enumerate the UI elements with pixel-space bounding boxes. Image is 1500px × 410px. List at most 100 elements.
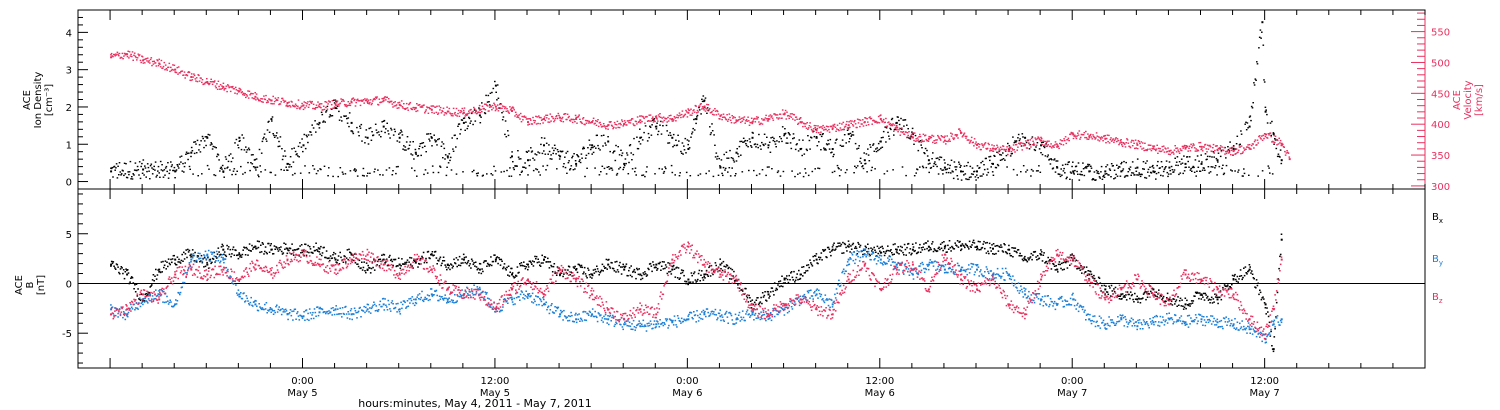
density-point xyxy=(848,141,850,143)
density-point xyxy=(361,140,363,142)
density-point xyxy=(115,163,118,165)
density-point xyxy=(198,149,200,151)
field-point xyxy=(606,268,608,270)
density-point xyxy=(940,156,943,159)
field-point xyxy=(174,262,176,265)
velocity-point xyxy=(242,93,244,96)
velocity-point xyxy=(175,71,178,74)
density-point xyxy=(367,172,369,174)
velocity-point xyxy=(535,115,537,118)
velocity-point xyxy=(1188,145,1191,147)
velocity-point xyxy=(819,126,821,128)
density-point xyxy=(433,134,435,136)
field-point xyxy=(164,260,167,262)
density-point xyxy=(260,152,263,154)
velocity-point xyxy=(127,50,129,52)
velocity-point xyxy=(474,112,477,114)
field-point xyxy=(660,269,662,271)
velocity-point xyxy=(429,107,432,110)
density-point xyxy=(662,125,664,127)
velocity-point xyxy=(157,65,160,67)
velocity-point xyxy=(770,116,772,118)
density-point xyxy=(1175,161,1178,163)
density-point xyxy=(976,170,978,173)
density-point xyxy=(226,167,228,169)
field-point xyxy=(144,293,147,296)
field-point xyxy=(1097,276,1100,279)
velocity-point xyxy=(1201,150,1204,152)
field-point xyxy=(1177,296,1179,298)
velocity-point xyxy=(255,99,257,101)
density-point xyxy=(448,153,451,155)
velocity-point xyxy=(975,141,977,143)
velocity-point xyxy=(880,119,883,122)
velocity-point xyxy=(867,124,870,126)
velocity-point xyxy=(571,118,573,121)
velocity-point xyxy=(1268,134,1270,136)
density-point xyxy=(1232,145,1235,147)
density-point xyxy=(1099,177,1101,179)
density-point xyxy=(596,134,598,136)
velocity-point xyxy=(702,107,705,109)
density-point xyxy=(1141,173,1143,176)
density-point xyxy=(422,142,425,144)
velocity-point xyxy=(173,64,176,66)
density-point xyxy=(1250,119,1252,122)
velocity-point xyxy=(296,107,298,110)
field-point xyxy=(492,260,495,263)
velocity-point xyxy=(532,119,535,122)
velocity-point xyxy=(176,66,179,69)
field-point xyxy=(932,250,935,253)
velocity-point xyxy=(407,109,409,111)
velocity-point xyxy=(1040,137,1043,140)
field-point xyxy=(151,284,153,286)
density-point xyxy=(776,171,779,174)
density-point xyxy=(323,165,326,167)
velocity-point xyxy=(597,125,600,128)
field-point xyxy=(1240,275,1243,277)
density-point xyxy=(943,159,946,161)
velocity-point xyxy=(494,104,496,106)
density-point xyxy=(655,128,658,130)
field-point xyxy=(1178,300,1181,302)
density-point xyxy=(867,154,870,156)
field-point xyxy=(689,282,691,284)
field-point xyxy=(999,246,1001,248)
density-point xyxy=(195,143,197,145)
field-point xyxy=(309,248,312,250)
velocity-point xyxy=(981,143,983,145)
density-point xyxy=(1225,157,1227,159)
density-point xyxy=(1220,149,1223,152)
density-point xyxy=(528,164,531,167)
field-point xyxy=(767,291,770,293)
density-point xyxy=(678,140,680,142)
field-point xyxy=(994,245,996,247)
velocity-point xyxy=(442,110,444,113)
velocity-point xyxy=(260,101,263,103)
velocity-point xyxy=(613,121,616,124)
velocity-point xyxy=(766,118,768,120)
density-point xyxy=(682,153,684,155)
velocity-point xyxy=(846,127,849,129)
velocity-point xyxy=(163,61,166,64)
density-point xyxy=(237,144,239,146)
density-point xyxy=(684,137,687,140)
density-point xyxy=(661,168,663,170)
velocity-point xyxy=(679,114,681,116)
velocity-point xyxy=(1001,148,1003,150)
density-point xyxy=(399,132,401,134)
density-point xyxy=(1124,175,1127,177)
field-point xyxy=(161,271,163,273)
velocity-point xyxy=(1280,142,1283,145)
density-point xyxy=(572,169,575,171)
density-point xyxy=(380,136,382,138)
field-point xyxy=(732,275,734,277)
velocity-point xyxy=(795,116,798,118)
field-point xyxy=(868,253,871,256)
density-point xyxy=(849,138,851,140)
velocity-point xyxy=(270,102,272,105)
field-point xyxy=(605,258,608,261)
velocity-point xyxy=(641,115,644,118)
field-point xyxy=(1205,294,1207,296)
